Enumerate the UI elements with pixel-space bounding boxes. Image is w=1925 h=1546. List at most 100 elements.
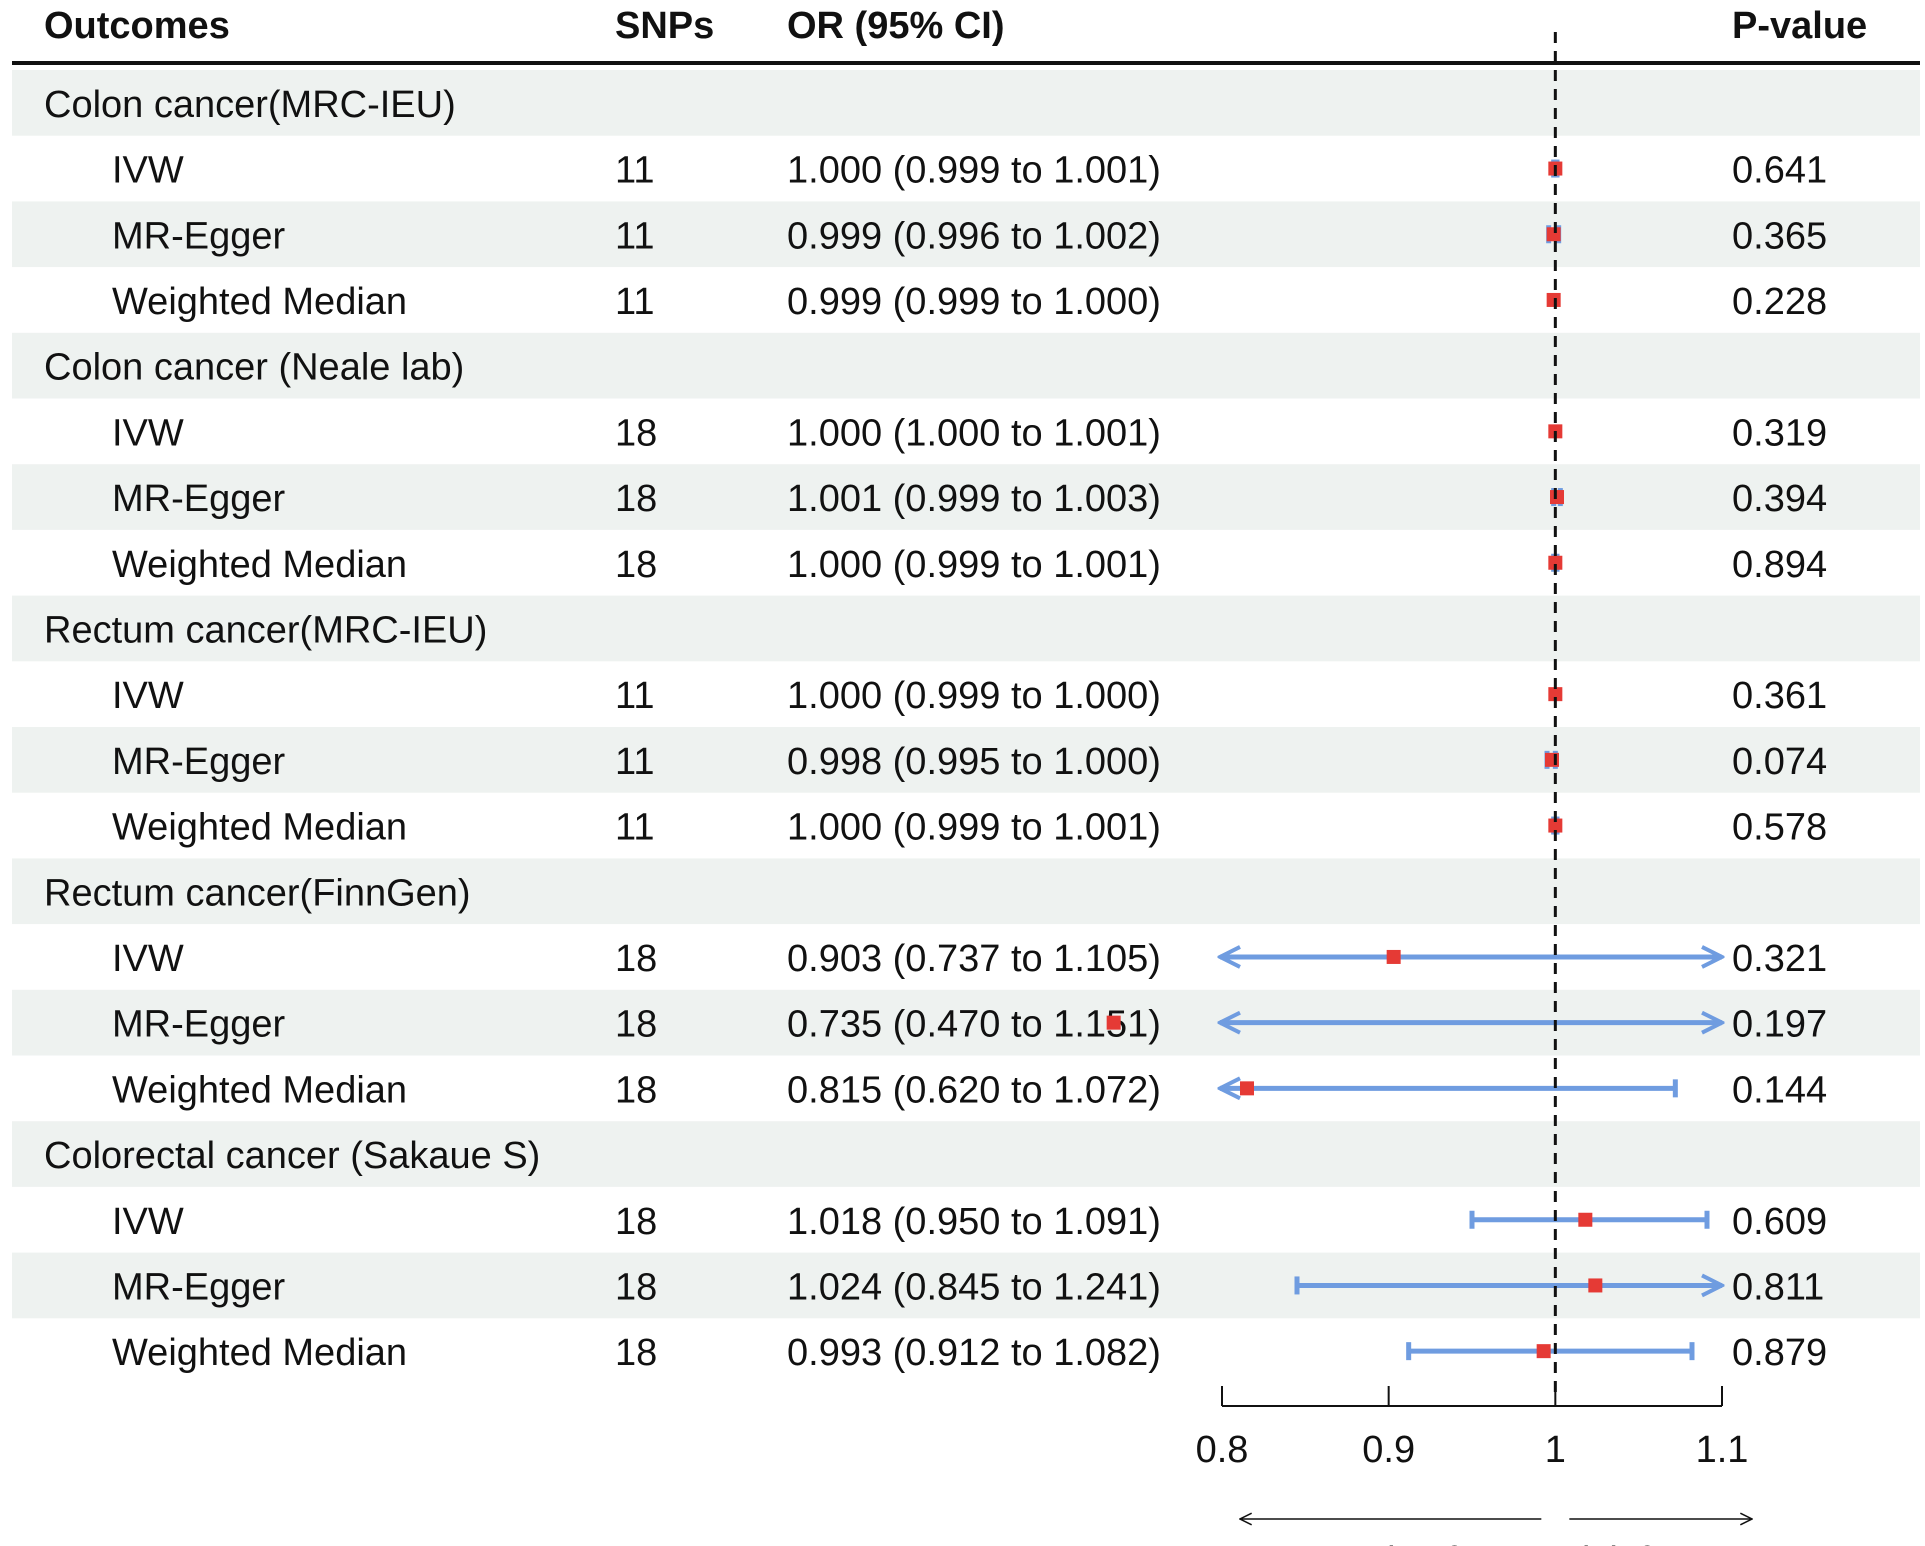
row-bands [12, 70, 1920, 1319]
header-pvalue: P-value [1732, 5, 1867, 47]
method-label: Weighted Median [112, 807, 407, 849]
point-estimate [1546, 292, 1561, 307]
p-value: 0.365 [1732, 215, 1827, 257]
or-ci-text: 1.018 (0.950 to 1.091) [787, 1201, 1161, 1243]
point-estimate [1548, 555, 1563, 570]
p-value: 0.609 [1732, 1201, 1827, 1243]
point-estimate [1386, 949, 1401, 964]
or-ci-text: 1.000 (0.999 to 1.000) [787, 675, 1161, 717]
p-value: 0.197 [1732, 1004, 1827, 1046]
snps-value: 18 [615, 1201, 657, 1243]
or-ci-text: 1.000 (0.999 to 1.001) [787, 150, 1161, 192]
method-label: MR-Egger [112, 478, 285, 520]
method-label: Weighted Median [112, 281, 407, 323]
axis-tick-label: 0.9 [1362, 1429, 1415, 1471]
point-estimate [1106, 1015, 1121, 1030]
or-ci-text: 0.903 (0.737 to 1.105) [787, 938, 1161, 980]
snps-value: 18 [615, 478, 657, 520]
p-value: 0.144 [1732, 1069, 1827, 1111]
or-ci-text: 0.815 (0.620 to 1.072) [787, 1069, 1161, 1111]
or-ci-text: 0.999 (0.996 to 1.002) [787, 215, 1161, 257]
p-value: 0.394 [1732, 478, 1827, 520]
method-label: IVW [112, 412, 184, 454]
snps-value: 11 [615, 150, 654, 192]
point-estimate [1545, 752, 1559, 767]
table-rows: Colon cancer(MRC-IEU) IVW 11 1.000 (0.999 t… [44, 84, 1827, 1374]
or-ci-text: 0.999 (0.999 to 1.000) [787, 281, 1161, 323]
group-label: Rectum cancer(FinnGen) [44, 872, 471, 914]
method-label: Weighted Median [112, 544, 407, 586]
group-label: Colon cancer(MRC-IEU) [44, 84, 456, 126]
row-band [12, 70, 1920, 136]
p-value: 0.641 [1732, 150, 1827, 192]
row-band [12, 332, 1920, 399]
method-label: MR-Egger [112, 215, 285, 257]
row-band [12, 1121, 1920, 1187]
p-value: 0.811 [1732, 1266, 1824, 1308]
point-estimate [1550, 490, 1564, 505]
snps-value: 18 [615, 1332, 657, 1374]
p-value: 0.879 [1732, 1332, 1827, 1374]
or-ci-text: 1.001 (0.999 to 1.003) [787, 478, 1161, 520]
snps-value: 18 [615, 544, 657, 586]
or-ci-text: 0.998 (0.995 to 1.000) [787, 741, 1161, 783]
snps-value: 18 [615, 938, 657, 980]
or-ci-text: 1.000 (0.999 to 1.001) [787, 544, 1161, 586]
snps-value: 11 [615, 281, 654, 323]
group-label: Colon cancer (Neale lab) [44, 347, 464, 389]
point-estimate [1536, 1344, 1551, 1359]
row-band [12, 858, 1920, 925]
or-ci-text: 1.000 (1.000 to 1.001) [787, 412, 1161, 454]
snps-value: 18 [615, 1069, 657, 1111]
method-label: IVW [112, 1201, 184, 1243]
method-label: MR-Egger [112, 1004, 285, 1046]
method-label: MR-Egger [112, 1266, 285, 1308]
point-estimate [1588, 1278, 1603, 1293]
row-band [12, 595, 1920, 662]
row-band [12, 727, 1920, 793]
method-label: IVW [112, 675, 184, 717]
axis-tick-label: 1.1 [1696, 1429, 1749, 1471]
p-value: 0.228 [1732, 281, 1827, 323]
method-label: MR-Egger [112, 741, 285, 783]
axis-tick-label: 0.8 [1196, 1429, 1249, 1471]
p-value: 0.578 [1732, 807, 1827, 849]
snps-value: 11 [615, 741, 654, 783]
snps-value: 11 [615, 675, 654, 717]
point-estimate [1548, 818, 1563, 833]
p-value: 0.361 [1732, 675, 1827, 717]
header-snps: SNPs [615, 5, 714, 47]
snps-value: 18 [615, 1004, 657, 1046]
p-value: 0.319 [1732, 412, 1827, 454]
or-ci-text: 1.024 (0.845 to 1.241) [787, 1266, 1161, 1308]
group-label: Colorectal cancer (Sakaue S) [44, 1135, 540, 1177]
snps-value: 18 [615, 412, 657, 454]
snps-value: 11 [615, 807, 654, 849]
method-label: Weighted Median [112, 1332, 407, 1374]
p-value: 0.321 [1732, 938, 1827, 980]
or-ci-text: 0.993 (0.912 to 1.082) [787, 1332, 1161, 1374]
forest-marks [1106, 32, 1722, 1394]
point-estimate [1546, 227, 1561, 242]
header-outcomes: Outcomes [44, 5, 230, 47]
axis-tick-label: 1 [1545, 1429, 1566, 1471]
snps-value: 11 [615, 215, 654, 257]
method-label: IVW [112, 150, 184, 192]
row-band [12, 201, 1920, 268]
or-ci-text: 1.000 (0.999 to 1.001) [787, 807, 1161, 849]
p-value: 0.074 [1732, 741, 1827, 783]
point-estimate [1548, 687, 1563, 702]
header-or: OR (95% CI) [787, 5, 1004, 47]
p-value: 0.894 [1732, 544, 1827, 586]
row-band [12, 464, 1920, 530]
snps-value: 18 [615, 1266, 657, 1308]
point-estimate [1240, 1081, 1254, 1096]
point-estimate [1578, 1212, 1593, 1227]
risk-factor-label: risk factor [1569, 1540, 1734, 1546]
or-ci-text: 0.735 (0.470 to 1.151) [787, 1004, 1161, 1046]
x-axis: 0.8 0.9 1 1.1 protective factor risk factor [1196, 1386, 1752, 1546]
group-label: Rectum cancer(MRC-IEU) [44, 609, 487, 651]
protective-factor-label: protective factor [1271, 1540, 1542, 1546]
method-label: Weighted Median [112, 1069, 407, 1111]
